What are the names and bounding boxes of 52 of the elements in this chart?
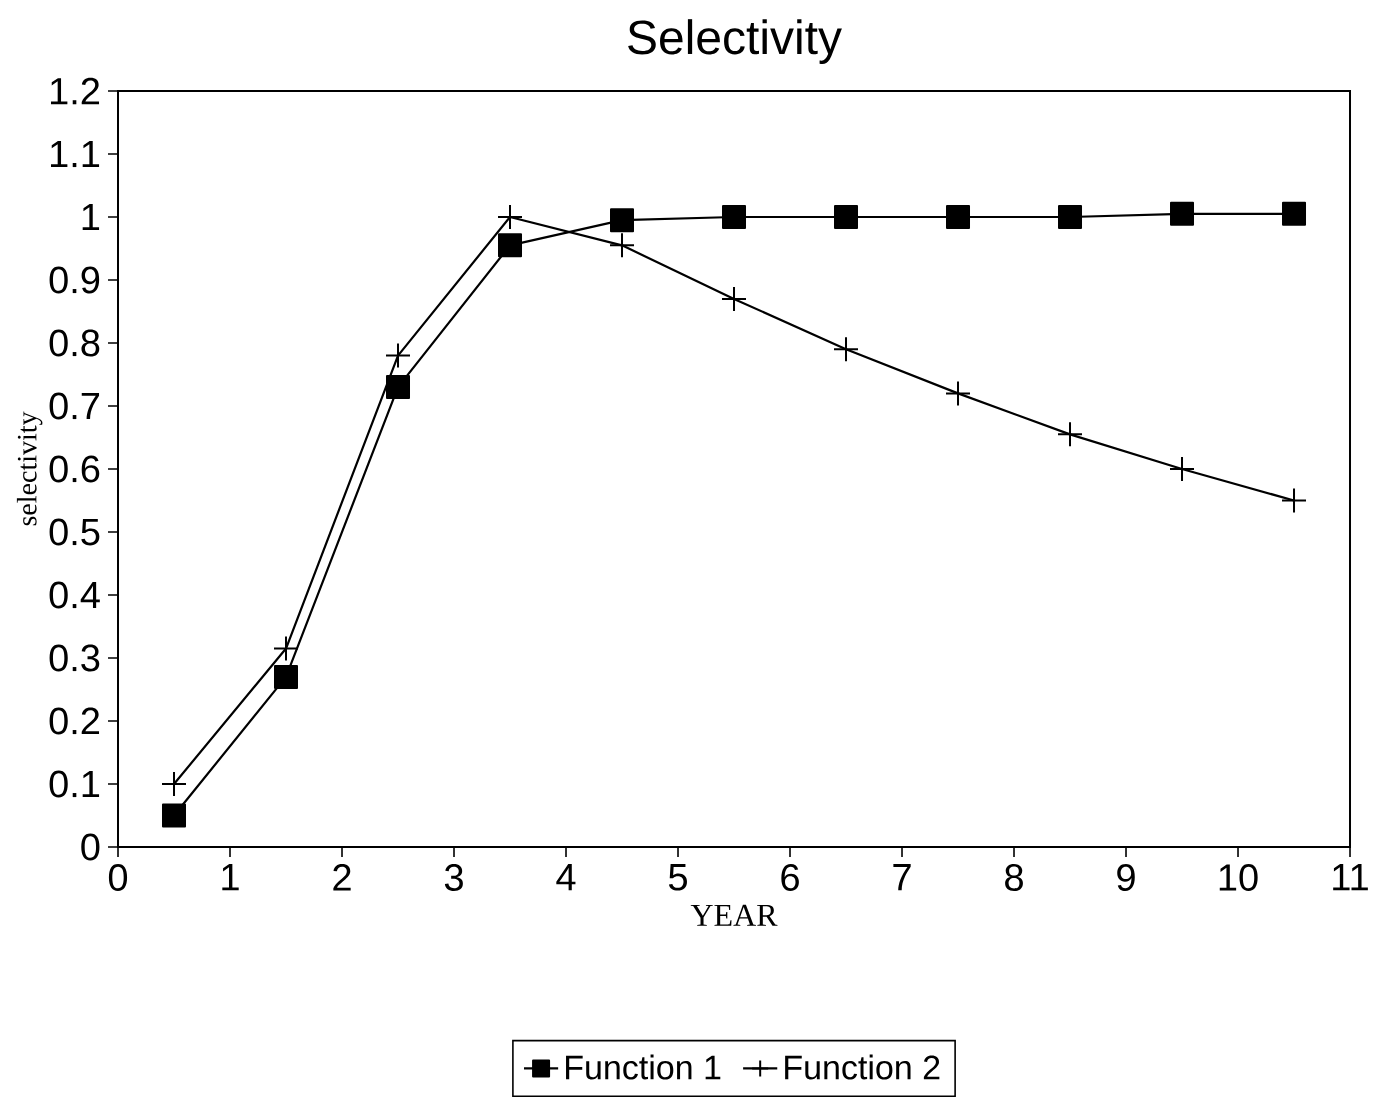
point — [162, 772, 186, 796]
point — [610, 208, 635, 233]
point — [498, 205, 523, 229]
y-tick-label: 1 — [82, 203, 100, 231]
x-tick-label: 5 — [668, 864, 687, 891]
x-tick-label: 6 — [781, 864, 799, 891]
point — [386, 375, 411, 400]
point — [498, 233, 523, 258]
y-tick-label: 1.2 — [51, 77, 100, 105]
point — [274, 664, 298, 689]
x-tick-label: 9 — [1117, 864, 1135, 891]
y-tick-label: 0.1 — [49, 770, 100, 798]
point — [946, 205, 971, 229]
y-tick-label: 0.5 — [49, 518, 100, 546]
y-tick-label: 0.4 — [49, 581, 100, 609]
point — [834, 205, 859, 229]
point — [722, 286, 747, 311]
point — [386, 343, 410, 368]
chart-title: Selectivity — [628, 19, 842, 64]
point — [834, 337, 859, 362]
x-tick-label: 2 — [333, 864, 351, 891]
y-tick-label: 0.8 — [49, 329, 100, 357]
point — [610, 233, 635, 258]
point — [274, 636, 299, 661]
x-tick-label: 10 — [1219, 864, 1258, 891]
x-tick-label: 1 — [222, 864, 239, 891]
legend-label: Function 1 — [566, 1054, 721, 1080]
y-axis-title: selectivity — [16, 411, 43, 526]
point — [722, 205, 747, 229]
point — [1058, 422, 1083, 447]
y-tick-label: 0 — [81, 833, 100, 861]
y-tick-label: 0.3 — [49, 644, 100, 672]
y-tick-label: 0.6 — [49, 455, 100, 483]
y-tick-label: 0.2 — [49, 707, 100, 735]
point — [1282, 201, 1307, 226]
x-tick-label: 4 — [556, 864, 576, 891]
y-tick-label: 1.1 — [51, 140, 100, 168]
x-tick-label: 8 — [1005, 864, 1023, 891]
y-tick-label: 0.7 — [49, 392, 100, 420]
x-tick-label: 11 — [1333, 864, 1368, 891]
legend-label: Function 2 — [785, 1054, 940, 1080]
point — [946, 381, 971, 406]
point — [1282, 488, 1307, 513]
x-tick-label: 7 — [893, 864, 911, 891]
x-axis-title: YEAR — [690, 904, 778, 926]
point — [1170, 201, 1195, 226]
x-tick-label: 3 — [444, 864, 463, 891]
point — [162, 803, 187, 828]
y-tick-label: 0.9 — [49, 266, 100, 294]
point — [1170, 456, 1195, 481]
x-tick-label: 0 — [108, 864, 128, 891]
point — [1058, 205, 1083, 229]
